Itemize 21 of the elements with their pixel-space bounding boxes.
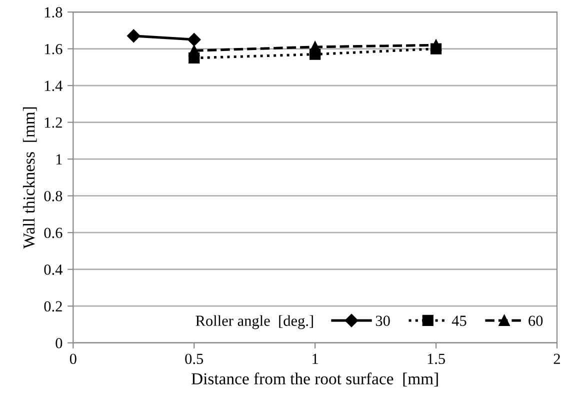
legend-title: Roller angle [deg.] (196, 315, 313, 330)
y-tick-label: 0.6 (44, 228, 62, 238)
x-tick-label: 0.5 (185, 354, 204, 364)
x-axis-title: Distance from the root surface [mm] (192, 372, 438, 386)
legend-label: 45 (452, 316, 466, 326)
legend-label: 30 (376, 316, 390, 326)
x-tick-label: 1 (312, 354, 318, 364)
y-tick-label: 1.4 (44, 80, 62, 92)
y-tick-label: 0 (56, 338, 62, 348)
y-tick-label: 1 (56, 154, 62, 164)
y-tick-label: 1.2 (44, 117, 62, 128)
x-tick-label: 2 (554, 354, 560, 364)
y-tick-label: 0.8 (44, 190, 62, 202)
y-tick-label: 0.4 (44, 264, 62, 275)
y-axis-title: Wall thickness [mm] (22, 107, 37, 249)
x-tick-label: 1.5 (428, 354, 445, 364)
legend-label: 60 (528, 316, 543, 326)
y-tick-label: 1.6 (44, 44, 62, 54)
x-tick-label: 0 (70, 354, 76, 364)
y-tick-label: 1.8 (44, 7, 62, 18)
y-tick-label: 0.2 (44, 301, 62, 312)
